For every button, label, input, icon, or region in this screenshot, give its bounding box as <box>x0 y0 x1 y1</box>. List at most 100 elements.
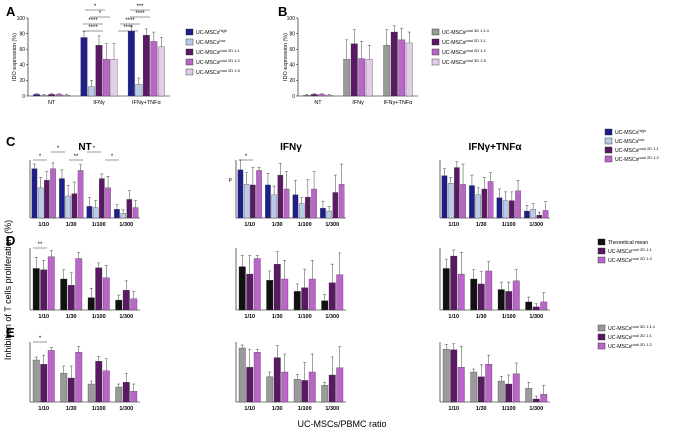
panel-c-3-bar <box>542 210 549 219</box>
panel-e-3-bar <box>442 349 450 403</box>
panel-c-title: IFNγ+TNFα <box>468 142 522 153</box>
x-common-label: UC-MSCs/PBMC ratio <box>297 419 386 429</box>
panel-a-legend-item-label: UC-MSCspool 2D 1:5 <box>196 68 241 76</box>
panel-a-ylabel: IDO expression (%) <box>12 33 18 81</box>
plots-layer: 0 20 40 60 80 100 NT IFNγ IFNγ+TNFα IDO expressio… <box>12 4 660 412</box>
panel-d-3-x-tick-label: 1/30 <box>476 314 487 320</box>
panel-a-y-tick-label: 100 <box>17 16 26 22</box>
panel-b-bar <box>350 43 358 97</box>
panel-d-1-x-tick-label: 1/30 <box>66 314 77 320</box>
panel-e-1-x-tick-label: 1/30 <box>66 406 77 412</box>
panel-b-legend-item-label: UC-MSCspool 3D 1:1:1 <box>442 28 490 36</box>
panel-c-title: NT <box>78 142 91 153</box>
panel-d-3-bar <box>477 283 485 311</box>
panel-e-3-bar <box>477 376 485 403</box>
panel-e-1-bar <box>60 373 68 403</box>
panel-a-bar <box>142 35 150 97</box>
panel-e-2-x-tick-label: 1/10 <box>244 406 255 412</box>
panel-d-legend-item-label: UC-MSCspool 2D 1:1 <box>608 247 653 255</box>
panel-d-3-bar <box>540 301 548 311</box>
panel-a-legend-item-sup: high <box>219 28 227 33</box>
panel-d-3-bar <box>450 255 458 311</box>
panel-e-3-bar <box>497 380 505 403</box>
panel-e-legend-item-swatch <box>597 342 606 350</box>
panel-b-y-tick-label: 60 <box>289 47 295 53</box>
panel-e-2-bar <box>246 367 254 403</box>
panel-b-bar <box>365 59 373 97</box>
panel-a-y-tick-label: 60 <box>19 47 25 53</box>
panel-c-1-bar <box>105 187 111 219</box>
panel-b-x-tick-label: NT <box>314 100 322 106</box>
panel-d-2-x-tick-label: 1/30 <box>272 314 283 320</box>
panel-c-2-bar <box>311 188 317 219</box>
panel-c-3-bar <box>475 194 481 219</box>
panel-e-1-bar <box>67 377 75 403</box>
panel-c-3-bar <box>530 209 536 219</box>
panel-a-legend-item-sup: pool 2D 1:1 <box>219 48 240 53</box>
panel-e-1-bar <box>75 352 83 403</box>
panel-d-3-bar <box>485 270 493 311</box>
panel-a-sig-mark: **** <box>88 25 98 31</box>
panel-c-2-bar <box>277 174 284 219</box>
panel-d-legend-item-swatch <box>597 238 606 246</box>
panel-d-3-bar <box>512 280 520 311</box>
panel-e-3-x-tick-label: 1/10 <box>448 406 459 412</box>
panel-c-3-bar <box>447 183 454 219</box>
panel-c-2-bar <box>256 170 262 219</box>
panel-c-legend-item-sup: high <box>638 128 646 133</box>
panel-c-2-bar <box>326 210 332 219</box>
panel-d-2-bar <box>253 258 261 311</box>
panel-e-1-bar <box>47 350 55 403</box>
panel-a-bar <box>33 94 41 97</box>
panel-b-legend-item-swatch <box>431 58 440 66</box>
panel-a-bar <box>63 95 71 97</box>
panel-a-bar <box>48 94 56 97</box>
panel-c-1-bar <box>126 199 133 219</box>
panel-c-1-bar <box>99 178 105 219</box>
panel-a-sig-mark: * <box>94 4 97 10</box>
panel-c-legend-item-swatch <box>604 128 613 136</box>
panel-c-2-bar <box>338 184 345 219</box>
panel-a-y-tick-label: 20 <box>19 78 25 84</box>
panel-d-3-x-tick-label: 1/300 <box>529 314 543 320</box>
panel-d-2-x-tick-label: 1/100 <box>298 314 312 320</box>
panel-d-1-bar <box>75 258 83 311</box>
panel-c-2-x-tick-label: 1/30 <box>272 222 283 228</box>
panel-a-x-tick-label: IFNγ+TNFα <box>132 100 162 106</box>
panel-b-x-tick-label: IFNγ <box>352 100 364 106</box>
panel-e-3-x-tick-label: 1/30 <box>476 406 487 412</box>
panel-c-1-bar <box>120 213 126 219</box>
panel-c-1-bar <box>71 193 78 219</box>
panel-e-legend-item-swatch <box>597 324 606 332</box>
panel-b-bar <box>405 42 413 97</box>
panel-c-1-bar <box>86 206 93 219</box>
panel-c-2-x-tick-label: 1/300 <box>325 222 339 228</box>
panel-b-legend-item-sup: pool 2D 1:1 <box>465 38 486 43</box>
panel-d-2-bar <box>301 287 309 311</box>
panel-a-bar <box>55 94 63 97</box>
panel-a-legend-item-sup: pool 2D 1:5 <box>219 68 240 73</box>
panel-a-bar <box>127 31 135 97</box>
panel-e-3-bar <box>457 367 465 403</box>
panel-e-1-x-tick-label: 1/300 <box>119 406 133 412</box>
panel-e-2-bar <box>301 380 309 403</box>
panel-e-2-x-tick-label: 1/100 <box>298 406 312 412</box>
panel-e-3-bar <box>532 398 540 403</box>
panel-a-bar <box>110 59 118 97</box>
panel-letter-e: E <box>6 325 15 340</box>
panel-b-legend-item-swatch <box>431 28 440 36</box>
panel-b-legend-item-swatch <box>431 48 440 56</box>
panel-d-3-x-tick-label: 1/10 <box>448 314 459 320</box>
panel-e-3-bar <box>540 394 548 403</box>
panel-c-2-bar <box>271 194 277 219</box>
panel-c-1-bar <box>132 207 139 219</box>
panel-e-sig-mark: * <box>39 336 42 342</box>
panel-c-1-x-tick-label: 1/300 <box>119 222 133 228</box>
panel-b-bar <box>303 95 311 97</box>
panel-c-legend-item-label: UC-MSCslow <box>615 137 644 145</box>
panel-d-2-bar <box>308 278 316 311</box>
panel-b-bar <box>325 95 333 97</box>
panel-e-legend-item-sup: pool 2D 1:2 <box>631 342 652 347</box>
panel-c-3-bar <box>536 214 543 219</box>
panel-a-legend-item-label: UC-MSCspool 2D 1:1 <box>196 48 241 56</box>
